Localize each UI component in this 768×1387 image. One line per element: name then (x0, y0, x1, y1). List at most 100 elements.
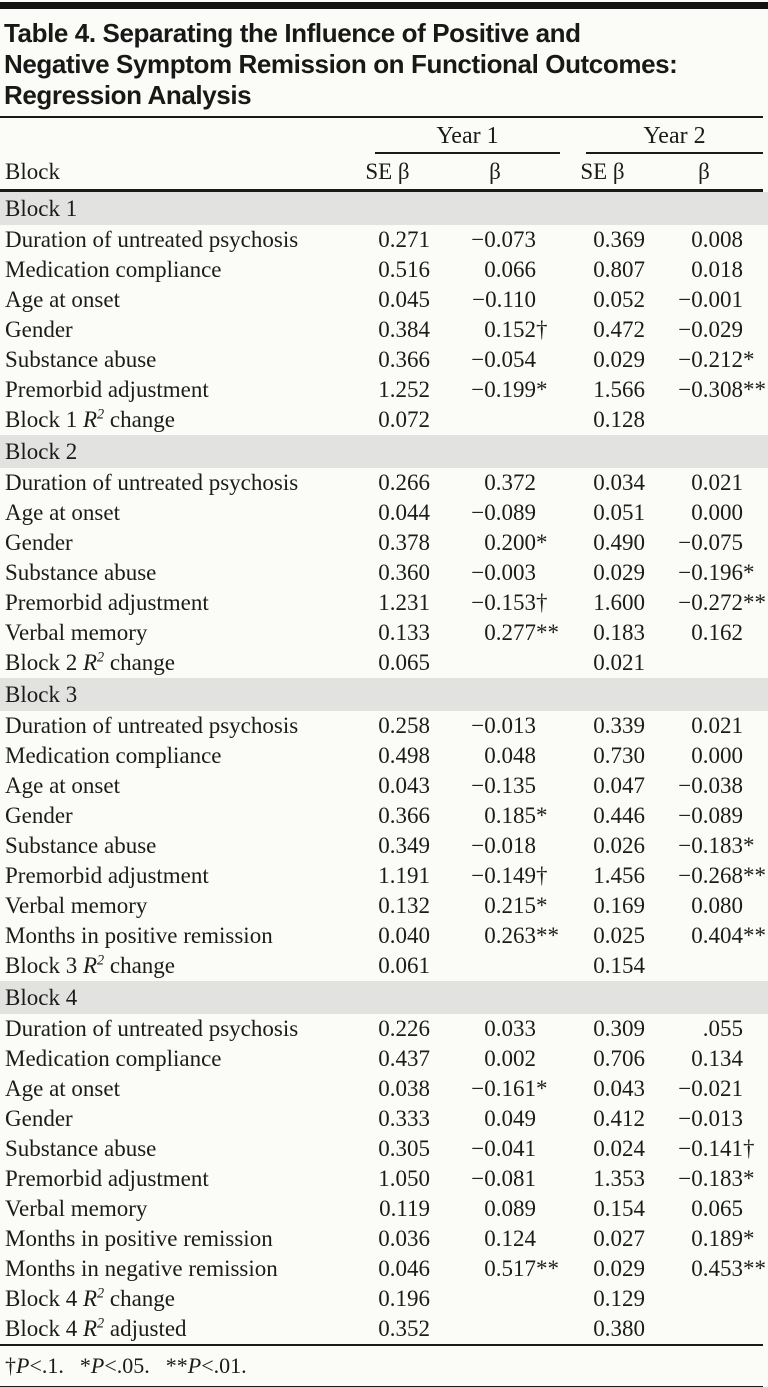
se-beta-year1-value: 0.119 (379, 1196, 430, 1221)
se-beta-year1-value: 0.352 (378, 1316, 430, 1341)
se-beta-year1-value: 1.050 (378, 1166, 430, 1191)
beta-year1-value: −0.041 (471, 1136, 536, 1161)
se-beta-year2-value: 0.472 (593, 317, 645, 342)
se-beta-year1-header: SE β (365, 158, 410, 184)
table-row: Substance abuse 0.366 −0.054 0.029 −0.212* (0, 345, 763, 375)
beta-year2-value (645, 405, 763, 435)
beta-year2-value: .055 (702, 1016, 743, 1041)
footnote-segment: †P<.1. (5, 1353, 64, 1378)
footnote-segment: *P<.05. (79, 1353, 150, 1378)
footnote-segment: **P<.01. (165, 1353, 247, 1378)
beta-year2-value: 0.189* (645, 1224, 763, 1254)
table-row: Block 4 R2 adjusted 0.352 0.380 (0, 1314, 763, 1344)
se-beta-year1-value: 0.133 (378, 620, 430, 645)
table-row: Premorbid adjustment 1.191 −0.149† 1.456 −0.… (0, 861, 766, 891)
significance-marker: ** (743, 863, 766, 888)
top-rule (0, 2, 768, 9)
block-column-header: Block (5, 158, 60, 184)
beta-year2-value: 0.162 (691, 620, 743, 645)
se-beta-year1-value: 1.191 (378, 863, 430, 888)
table-row: Substance abuse 0.360 −0.003 0.029 −0.196* (0, 558, 763, 588)
table-row: Duration of untreated psychosis 0.271 −0.0… (0, 225, 763, 255)
row-label: Verbal memory (5, 1196, 148, 1221)
row-label: Block 4 R2 change (5, 1285, 176, 1311)
table-title-line: Negative Symptom Remission on Functional… (4, 49, 678, 79)
se-beta-year1-value: 0.065 (378, 650, 430, 675)
se-beta-year2-value: 0.025 (593, 923, 645, 948)
table-row: Months in negative remission 0.046 0.517**… (0, 1254, 766, 1284)
row-label: Substance abuse (5, 560, 157, 585)
year2-group-header: Year 2 (586, 123, 763, 154)
row-label: Premorbid adjustment (5, 863, 209, 888)
row-label: Block 2 R2 change (5, 649, 176, 675)
section-header: Block 4 (0, 981, 768, 1014)
beta-year1-value (430, 1284, 560, 1314)
row-label: Substance abuse (5, 1136, 157, 1161)
table-row: Age at onset 0.043 −0.135 0.047 −0.038 (0, 771, 763, 801)
table-row: Gender 0.333 0.049 0.412 −0.013 (0, 1104, 763, 1134)
table-row: Gender 0.384 0.152† 0.472 −0.029 (0, 315, 763, 345)
beta-year1-value: −0.073 (471, 227, 536, 252)
beta-year2-value: −0.089 (678, 803, 743, 828)
se-beta-year1-value: 0.036 (378, 1226, 430, 1251)
beta-year2-value: 0.018 (691, 257, 743, 282)
table-row: Block 1 R2 change 0.072 0.128 (0, 405, 763, 435)
se-beta-year1-value: 0.196 (378, 1286, 430, 1311)
beta-year1-value: 0.152† (430, 315, 560, 345)
beta-year1-value: 0.048 (484, 743, 536, 768)
se-beta-year1-value: 0.378 (378, 530, 430, 555)
row-label: Substance abuse (5, 347, 157, 372)
se-beta-year2-value: 0.490 (593, 530, 645, 555)
se-beta-year1-value: 1.252 (378, 377, 430, 402)
beta-year2-value: −0.183* (645, 831, 763, 861)
se-beta-year2-value: 0.730 (593, 743, 645, 768)
beta-year2-value: 0.000 (691, 500, 743, 525)
table-row: Medication compliance 0.516 0.066 0.807 0.01… (0, 255, 763, 285)
se-beta-year1-value: 0.271 (378, 227, 430, 252)
year2-label: Year 2 (643, 123, 706, 149)
table-row: Medication compliance 0.498 0.048 0.730 0.00… (0, 741, 763, 771)
se-beta-year1-value: 0.516 (378, 257, 430, 282)
se-beta-year2-value: 0.047 (593, 773, 645, 798)
beta-year1-value: 0.263** (430, 921, 560, 951)
table-body: Block 1 Duration of untreated psychosis 0.… (0, 192, 768, 1344)
row-label: Months in positive remission (5, 1226, 273, 1251)
row-label: Duration of untreated psychosis (5, 227, 299, 252)
beta-year1-value: 0.002 (484, 1046, 536, 1071)
beta-year2-value: −0.029 (678, 317, 743, 342)
beta-year1-value: −0.161* (430, 1074, 560, 1104)
row-label: Verbal memory (5, 620, 148, 645)
se-beta-year1-value: 0.061 (378, 953, 430, 978)
se-beta-year2-value: 0.029 (593, 560, 645, 585)
se-beta-year2-value: 0.309 (593, 1016, 645, 1041)
se-beta-year2-value: 0.026 (593, 833, 645, 858)
table-row: Block 4 R2 change 0.196 0.129 (0, 1284, 763, 1314)
row-label: Age at onset (5, 500, 120, 525)
beta-year2-value: −0.075 (678, 530, 743, 555)
se-beta-year1-value: 0.437 (378, 1046, 430, 1071)
beta-year2-value: 0.065 (691, 1196, 743, 1221)
row-label: Duration of untreated psychosis (5, 713, 299, 738)
row-label: Age at onset (5, 1076, 120, 1101)
significance-marker: ** (743, 377, 766, 402)
beta-year1-value: 0.066 (484, 257, 536, 282)
significance-marker: ** (536, 620, 559, 645)
significance-marker: ** (743, 590, 766, 615)
section-header: Block 3 (0, 678, 768, 711)
beta-year1-value: −0.018 (471, 833, 536, 858)
se-beta-year1-value: 0.349 (378, 833, 430, 858)
table-row: Duration of untreated psychosis 0.226 0.03… (0, 1014, 763, 1044)
beta-year1-value: −0.054 (471, 347, 536, 372)
beta-year2-value (645, 1314, 763, 1344)
beta-year2-value: 0.080 (691, 893, 743, 918)
table-row: Verbal memory 0.132 0.215* 0.169 0.080 (0, 891, 763, 921)
table-title: Table 4. Separating the Influence of Pos… (0, 9, 768, 116)
beta-year2-value (645, 951, 763, 981)
se-beta-year2-value: 0.154 (593, 1196, 645, 1221)
row-label: Gender (5, 317, 73, 342)
footnote: †P<.1. *P<.05. **P<.01. (0, 1346, 763, 1386)
table-row: Gender 0.378 0.200* 0.490 −0.075 (0, 528, 763, 558)
row-label: Duration of untreated psychosis (5, 1016, 299, 1041)
se-beta-year1-value: 0.038 (378, 1076, 430, 1101)
beta-year1-value: 0.215* (430, 891, 560, 921)
